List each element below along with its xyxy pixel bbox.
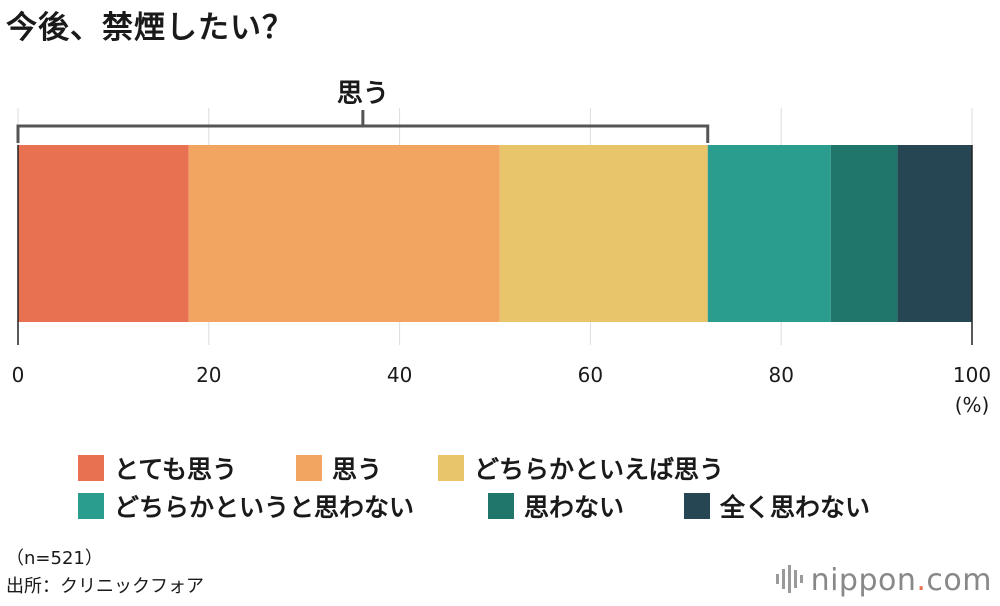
- x-tick-label: 20: [196, 363, 221, 387]
- legend-label: どちらかというと思わない: [114, 493, 415, 522]
- x-tick-label: 60: [578, 363, 603, 387]
- sample-size-note: （n=521）: [6, 548, 103, 569]
- legend-item: 思う: [296, 450, 382, 486]
- legend-label: 思う: [332, 455, 383, 484]
- legend-swatch: [488, 493, 514, 519]
- legend-item: とても思う: [78, 450, 237, 486]
- legend-item: 思わない: [488, 488, 624, 524]
- bar-segment: [897, 145, 972, 322]
- legend-swatch: [78, 455, 104, 481]
- bracket: [16, 124, 710, 143]
- chart-title: 今後、禁煙したい？: [6, 10, 294, 46]
- legend-swatch: [438, 455, 464, 481]
- legend-label: 思わない: [524, 493, 625, 522]
- source-note: 出所：クリニックフォア: [6, 576, 204, 597]
- bar-segment: [188, 145, 500, 322]
- x-tick-label: 100: [953, 363, 991, 387]
- legend-label: 全く思わない: [720, 493, 871, 522]
- brand-name: nippon: [810, 563, 917, 598]
- legend-swatch: [78, 493, 104, 519]
- x-tick-label: 40: [387, 363, 412, 387]
- bar-segment: [830, 145, 898, 322]
- bar-segment: [707, 145, 831, 322]
- brand-dot: .: [916, 563, 927, 598]
- x-tick-label: 80: [768, 363, 793, 387]
- bracket-label: 思う: [337, 79, 389, 109]
- bar-segment: [499, 145, 708, 322]
- legend-swatch: [684, 493, 710, 519]
- sound-wave-icon: [775, 564, 805, 598]
- legend-item: どちらかといえば思う: [438, 450, 724, 486]
- stacked-bar-chart: 0 20 40 60 80 100 (%) 思う: [12, 79, 991, 417]
- legend-label: とても思う: [114, 455, 238, 484]
- legend-swatch: [296, 455, 322, 481]
- legend-label: どちらかといえば思う: [474, 455, 725, 484]
- legend-item: どちらかというと思わない: [78, 488, 414, 524]
- x-tick-label: 0: [12, 363, 25, 387]
- brand-logo: nippon. com: [775, 563, 992, 598]
- bar-segment: [18, 145, 189, 322]
- brand-suffix: com: [926, 563, 992, 598]
- x-unit-label: (%): [955, 393, 990, 417]
- legend-item: 全く思わない: [684, 488, 870, 524]
